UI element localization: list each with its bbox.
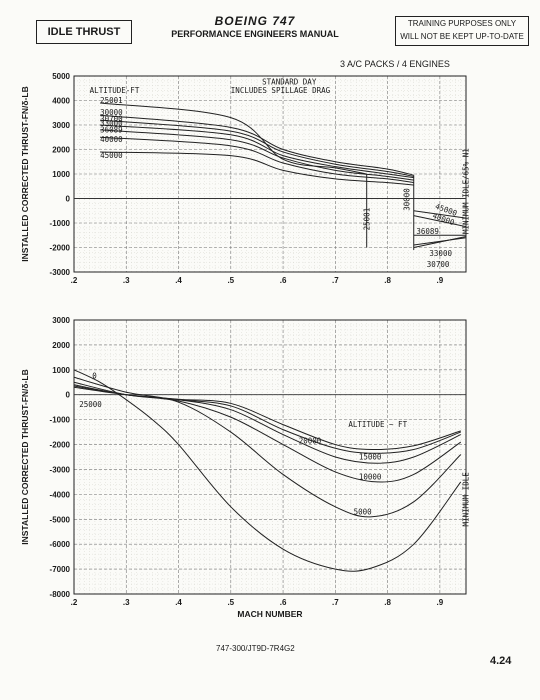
x-axis-label: MACH NUMBER (237, 609, 302, 619)
x-tick-label: .8 (384, 276, 391, 285)
training-note-line-2: WILL NOT BE KEPT UP-TO-DATE (400, 32, 524, 41)
y-tick-label: -7000 (50, 565, 71, 574)
y-tick-label: 2000 (52, 341, 70, 350)
top-chart: .2 .3 .4 .5 .6 .7 .8 .9 5000 4000 3000 2000 1000 0 -10… (20, 72, 471, 285)
y-tick-label: -6000 (50, 540, 71, 549)
y-tick-label: 0 (66, 195, 71, 204)
y-tick-label: -3000 (50, 268, 71, 277)
series-label: 25000 (79, 400, 102, 409)
x-tick-label: .2 (71, 598, 78, 607)
y-tick-label: -2000 (50, 441, 71, 450)
chart-annotation: MINIMUM IDLE/65% N1 (462, 148, 471, 234)
series-label: 45000 (100, 151, 123, 160)
x-tick-label: .5 (227, 276, 234, 285)
training-note-line-1: TRAINING PURPOSES ONLY (407, 19, 517, 28)
series-label: 36089 (100, 125, 123, 134)
footer-model-code: 747-300/JT9D-7R4G2 (216, 644, 295, 653)
bottom-chart: .2.3.4.5.6.7.8.93000200010000-1000-2000-… (20, 316, 471, 619)
y-tick-label: 4000 (52, 97, 70, 106)
plot-frame (73, 319, 467, 595)
series-line-30000 (100, 114, 414, 176)
series-label: 20000 (299, 436, 322, 445)
y-tick-label: 2000 (52, 146, 70, 155)
series-label: 25001 (100, 96, 123, 105)
legend-title: ALTITUDE-FT (90, 86, 140, 95)
legend-title: ALTITUDE ~ FT (348, 420, 407, 429)
y-tick-label: -4000 (50, 490, 71, 499)
min-idle-line-45000 (413, 210, 467, 219)
x-tick-label: .7 (332, 276, 339, 285)
config-label: 3 A/C PACKS / 4 ENGINES (340, 59, 450, 69)
min-idle-line-40000 (413, 215, 467, 228)
x-tick-label: .4 (175, 276, 182, 285)
series-line-0 (73, 369, 462, 572)
series-line-25001 (100, 102, 367, 175)
x-tick-label: .8 (384, 598, 391, 607)
y-tick-label: 0 (66, 391, 71, 400)
series-line-33000 (100, 124, 414, 179)
x-tick-label: .6 (280, 598, 287, 607)
training-note-box: TRAINING PURPOSES ONLY WILL NOT BE KEPT … (395, 16, 529, 46)
y-tick-label: -5000 (50, 515, 71, 524)
min-idle-line-30700 (413, 235, 467, 248)
manual-subtitle: PERFORMANCE ENGINEERS MANUAL (171, 29, 339, 39)
x-tick-label: .7 (332, 598, 339, 607)
chart-annotation: STANDARD DAY (262, 78, 317, 87)
x-tick-label: .5 (227, 598, 234, 607)
series-label: 10000 (359, 472, 382, 481)
y-tick-label: 1000 (52, 170, 70, 179)
series-line-5000 (73, 376, 462, 518)
series-line-30700 (100, 119, 414, 177)
y-tick-label: -8000 (50, 590, 71, 599)
manual-title: BOEING 747 (214, 14, 296, 28)
min-idle-label: 30000 (403, 188, 412, 211)
x-tick-label: .9 (437, 276, 444, 285)
x-tick-label: .4 (175, 598, 182, 607)
series-label: 40000 (100, 135, 123, 144)
y-tick-label: -1000 (50, 416, 71, 425)
manual-header: BOEING 747 PERFORMANCE ENGINEERS MANUAL (150, 14, 360, 39)
chart-annotation: INCLUDES SPILLAGE DRAG (231, 86, 331, 95)
x-tick-label: .3 (123, 276, 130, 285)
y-tick-label: 3000 (52, 316, 70, 325)
min-idle-line-33000 (413, 237, 467, 246)
x-tick-label: .9 (437, 598, 444, 607)
y-tick-label: -1000 (50, 219, 71, 228)
series-line-40000 (100, 136, 414, 184)
series-line-45000 (100, 151, 414, 186)
series-label: 5000 (354, 507, 373, 516)
series-label: 0 (92, 372, 97, 381)
min-idle-label: 33000 (429, 249, 452, 258)
min-idle-label: 25001 (362, 208, 371, 231)
y-axis-label: INSTALLED CORRECTED THRUST-FN/δ-LB (20, 86, 30, 261)
section-label-box: IDLE THRUST (36, 20, 132, 44)
y-tick-label: -2000 (50, 244, 71, 253)
y-tick-label: 1000 (52, 366, 70, 375)
y-tick-label: -3000 (50, 465, 71, 474)
y-tick-label: 5000 (52, 72, 70, 81)
plot-frame (73, 75, 467, 273)
series-label: 33000 (100, 119, 123, 128)
min-idle-label: 36089 (416, 227, 439, 236)
page-number: 4.24 (490, 655, 512, 667)
series-line-36089 (100, 129, 414, 181)
series-label: 30000 (100, 108, 123, 117)
series-label: 15000 (359, 452, 382, 461)
x-tick-label: .6 (280, 276, 287, 285)
y-axis-label: INSTALLED CORRECTED THRUST-FN/δ-LB (20, 369, 30, 544)
chart-annotation: MINIMUM IDLE (462, 472, 471, 527)
y-tick-label: 3000 (52, 121, 70, 130)
series-line-25000 (73, 386, 461, 451)
x-tick-label: .3 (123, 598, 130, 607)
x-tick-label: .2 (71, 276, 78, 285)
min-idle-label: 30700 (427, 260, 450, 269)
series-label: 30700 (100, 114, 123, 123)
